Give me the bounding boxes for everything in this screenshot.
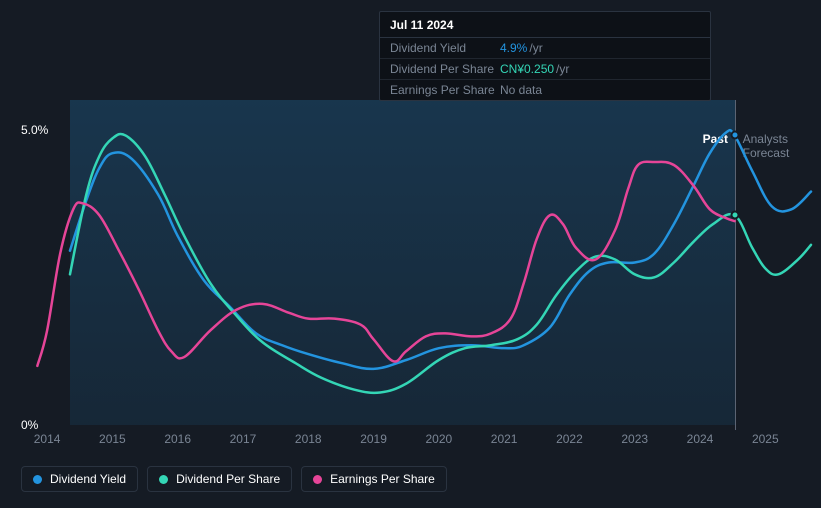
tooltip-date: Jul 11 2024	[380, 12, 710, 38]
x-axis-tick: 2016	[164, 432, 191, 446]
legend-item-dividend-per-share[interactable]: Dividend Per Share	[147, 466, 292, 492]
legend-item-dividend-yield[interactable]: Dividend Yield	[21, 466, 138, 492]
x-axis-tick: 2022	[556, 432, 583, 446]
x-axis-tick: 2021	[491, 432, 518, 446]
x-axis-tick: 2014	[34, 432, 61, 446]
legend-item-earnings-per-share[interactable]: Earnings Per Share	[301, 466, 447, 492]
dividend-chart: Jul 11 2024 Dividend Yield 4.9% /yr Divi…	[0, 0, 821, 508]
legend-dot-icon	[313, 475, 322, 484]
chart-plot-area[interactable]: Past Analysts Forecast	[21, 100, 811, 425]
x-axis-tick: 2018	[295, 432, 322, 446]
tooltip-row: Dividend Per Share CN¥0.250 /yr	[380, 59, 710, 80]
x-axis-tick: 2019	[360, 432, 387, 446]
tooltip-unit: /yr	[556, 62, 569, 76]
tooltip-label: Dividend Per Share	[390, 62, 500, 76]
tooltip-row: Earnings Per Share No data	[380, 80, 710, 100]
x-axis-tick: 2024	[687, 432, 714, 446]
chart-tooltip: Jul 11 2024 Dividend Yield 4.9% /yr Divi…	[379, 11, 711, 101]
series-marker-dividend_yield	[730, 131, 739, 140]
x-axis-tick: 2025	[752, 432, 779, 446]
chart-legend: Dividend Yield Dividend Per Share Earnin…	[21, 466, 447, 492]
tooltip-nodata: No data	[500, 83, 542, 97]
x-axis-tick: 2020	[425, 432, 452, 446]
legend-label: Dividend Per Share	[176, 472, 280, 486]
tooltip-label: Earnings Per Share	[390, 83, 500, 97]
legend-label: Dividend Yield	[50, 472, 126, 486]
chart-svg	[21, 100, 811, 425]
y-axis-label: 5.0%	[21, 123, 48, 137]
x-axis-tick: 2023	[621, 432, 648, 446]
legend-label: Earnings Per Share	[330, 472, 435, 486]
series-marker-dividend_per_share	[730, 211, 739, 220]
tooltip-unit: /yr	[529, 41, 542, 55]
tooltip-label: Dividend Yield	[390, 41, 500, 55]
chart-x-axis: 2014 2015 2016 2017 2018 2019 2020 2021 2022 2023…	[21, 432, 811, 450]
tooltip-row: Dividend Yield 4.9% /yr	[380, 38, 710, 59]
tooltip-value: 4.9%	[500, 41, 527, 55]
x-axis-tick: 2017	[230, 432, 257, 446]
y-axis-label: 0%	[21, 418, 38, 432]
legend-dot-icon	[33, 475, 42, 484]
tooltip-value: CN¥0.250	[500, 62, 554, 76]
legend-dot-icon	[159, 475, 168, 484]
x-axis-tick: 2015	[99, 432, 126, 446]
